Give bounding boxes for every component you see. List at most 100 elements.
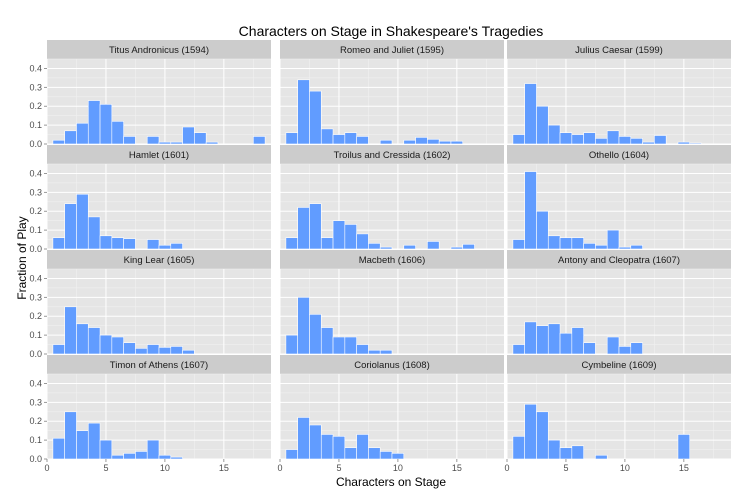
- histogram-bar: [583, 132, 596, 145]
- histogram-bar: [677, 434, 691, 460]
- histogram-bar: [356, 344, 369, 355]
- facet-strip: [280, 40, 504, 59]
- histogram-bar: [512, 344, 525, 355]
- facet-strip-label: Timon of Athens (1607): [110, 360, 208, 371]
- histogram-bar: [595, 244, 608, 250]
- x-tick-label: 0: [504, 463, 509, 473]
- histogram-bar: [99, 235, 113, 250]
- histogram-bar: [64, 306, 77, 355]
- x-tick-label: 10: [393, 463, 403, 473]
- histogram-bar: [512, 436, 525, 460]
- x-tick-label: 10: [160, 463, 170, 473]
- histogram-bar: [87, 216, 101, 250]
- histogram-bar: [87, 422, 101, 460]
- histogram-bar: [512, 239, 525, 250]
- histogram-bar: [595, 454, 608, 460]
- histogram-bar: [403, 139, 416, 145]
- facet-strip-label: King Lear (1605): [124, 255, 195, 266]
- facet-strip-label: Julius Caesar (1599): [575, 45, 663, 56]
- histogram-bar: [559, 332, 573, 355]
- x-tick-label: 15: [452, 463, 462, 473]
- histogram-bar: [285, 334, 298, 355]
- histogram-bar: [170, 456, 183, 460]
- histogram-bar: [379, 451, 393, 460]
- histogram-bar: [344, 447, 357, 460]
- histogram-bar: [111, 121, 124, 145]
- histogram-bar: [253, 136, 266, 145]
- y-tick-label: 0.2: [29, 206, 42, 216]
- histogram-bar: [438, 140, 452, 145]
- histogram-bar: [309, 90, 322, 145]
- histogram-bar: [536, 411, 549, 460]
- histogram-bar: [524, 321, 537, 355]
- histogram-bar: [536, 105, 549, 145]
- y-tick-label: 0.0: [29, 139, 42, 149]
- histogram-bar: [379, 349, 393, 355]
- histogram-bar: [170, 346, 183, 355]
- histogram-bar: [524, 171, 537, 250]
- facet-strip: [280, 250, 504, 269]
- x-axis-title: Characters on Stage: [336, 475, 446, 489]
- histogram-bar: [606, 336, 620, 355]
- histogram-bar: [76, 193, 89, 250]
- x-tick-label: 15: [679, 463, 689, 473]
- facet-strip: [507, 250, 731, 269]
- histogram-bar: [182, 126, 195, 145]
- histogram-bar: [356, 233, 369, 250]
- histogram-bar: [379, 246, 393, 250]
- facet-strip: [47, 250, 271, 269]
- x-tick-label: 0: [277, 463, 282, 473]
- histogram-bar: [320, 327, 334, 355]
- y-tick-label: 0.4: [29, 273, 42, 283]
- histogram-bar: [344, 132, 357, 145]
- histogram-bar: [547, 439, 561, 460]
- y-tick-label: 0.3: [29, 187, 42, 197]
- y-tick-label: 0.0: [29, 349, 42, 359]
- x-tick-label: 5: [336, 463, 341, 473]
- histogram-bar: [606, 130, 620, 145]
- facet-panel: Hamlet (1601) 0.0 0.1 0.2 0.3 0.4: [29, 145, 271, 254]
- histogram-bar: [368, 447, 381, 460]
- histogram-bar: [583, 243, 596, 250]
- histogram-bar: [379, 139, 393, 145]
- histogram-bar: [427, 138, 440, 145]
- facet-panel: Antony and Cleopatra (1607): [506, 250, 731, 355]
- histogram-bar: [320, 434, 334, 460]
- histogram-bar: [64, 203, 77, 250]
- histogram-bar: [99, 104, 113, 145]
- histogram-bar: [606, 229, 620, 250]
- histogram-bar: [87, 327, 101, 355]
- y-tick-label: 0.4: [29, 378, 42, 388]
- facet-panel: Coriolanus (1608) 0 5 10 15: [277, 355, 504, 473]
- y-tick-label: 0.0: [29, 244, 42, 254]
- histogram-bar: [689, 142, 702, 145]
- y-tick-label: 0.1: [29, 330, 42, 340]
- facet-strip-label: Troilus and Cressida (1602): [334, 150, 451, 161]
- facet-strip: [507, 40, 731, 59]
- x-tick-label: 15: [219, 463, 229, 473]
- histogram-bar: [618, 346, 632, 355]
- histogram-bar: [297, 79, 310, 145]
- histogram-bar: [205, 141, 219, 145]
- histogram-bar: [111, 454, 124, 460]
- histogram-bar: [194, 132, 207, 145]
- histogram-bar: [356, 434, 369, 460]
- histogram-bar: [524, 403, 537, 460]
- y-tick-label: 0.1: [29, 225, 42, 235]
- histogram-bar: [76, 430, 89, 460]
- histogram-bar: [368, 243, 381, 250]
- histogram-bar: [332, 134, 346, 145]
- y-tick-label: 0.2: [29, 101, 42, 111]
- histogram-bar: [135, 451, 148, 460]
- histogram-bar: [146, 439, 160, 460]
- facet-panel: Cymbeline (1609) 0 5 10 15: [504, 355, 731, 473]
- histogram-bar: [344, 224, 357, 250]
- facet-panel: Julius Caesar (1599): [506, 40, 731, 145]
- histogram-bar: [76, 323, 89, 355]
- histogram-bar: [123, 342, 136, 355]
- histogram-bar: [146, 344, 160, 355]
- facet-panel: Timon of Athens (1607) 0.0 0.1 0.2 0.3 0.4 0 5 1…: [29, 355, 271, 473]
- facet-panels: Titus Andronicus (1594) 0.0 0.1 0.2 0.3 0.4 Ro…: [29, 40, 731, 473]
- histogram-bar: [536, 210, 549, 250]
- histogram-bar: [536, 325, 549, 355]
